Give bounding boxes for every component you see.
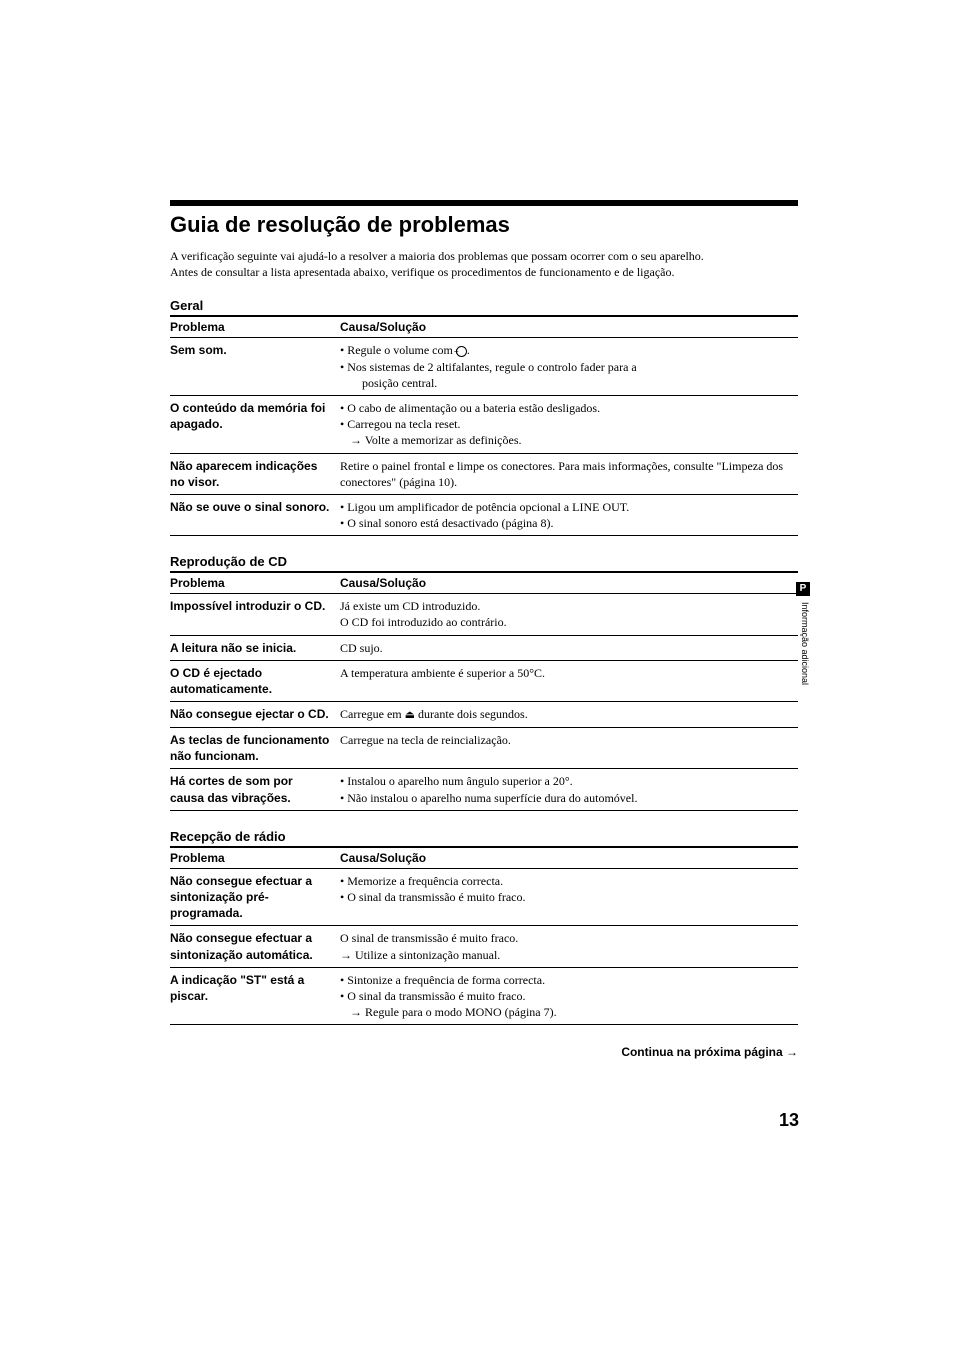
- solution-cell: • Instalou o aparelho num ângulo superio…: [340, 769, 798, 810]
- problem-cell: A leitura não se inicia.: [170, 635, 340, 660]
- intro-line-2: Antes de consultar a lista apresentada a…: [170, 265, 674, 279]
- intro-text: A verificação seguinte vai ajudá-lo a re…: [170, 248, 798, 280]
- intro-line-1: A verificação seguinte vai ajudá-lo a re…: [170, 249, 704, 263]
- problem-cell: Sem som.: [170, 338, 340, 396]
- solution-cell: Carregue em ⏏ durante dois segundos.: [340, 702, 798, 728]
- continue-text: Continua na próxima página →: [170, 1045, 798, 1059]
- table-header-row: Problema Causa/Solução: [170, 847, 798, 869]
- solution-line: • O cabo de alimentação ou a bateria est…: [340, 400, 798, 416]
- solution-cell: CD sujo.: [340, 635, 798, 660]
- table-row: O conteúdo da memória foi apagado. • O c…: [170, 395, 798, 453]
- solution-cell: Carregue na tecla de reincialização.: [340, 728, 798, 769]
- section-side-label: Informação adicional: [796, 602, 810, 685]
- solution-line: • O sinal da transmissão é muito fraco.: [340, 889, 798, 905]
- problem-cell: Não consegue ejectar o CD.: [170, 702, 340, 728]
- solution-line: • Regule o volume com +.: [340, 342, 798, 358]
- section-radio-label: Recepção de rádio: [170, 829, 798, 844]
- solution-line: • Instalou o aparelho num ângulo superio…: [340, 773, 798, 789]
- eject-icon: ⏏: [405, 708, 415, 723]
- solution-post: durante dois segundos.: [415, 707, 528, 721]
- col-cause: Causa/Solução: [340, 316, 798, 338]
- solution-arrow-line: → Volte a memorizar as definições.: [340, 432, 798, 448]
- table-radio: Problema Causa/Solução Não consegue efec…: [170, 846, 798, 1026]
- solution-cell: • Sintonize a frequência de forma correc…: [340, 967, 798, 1025]
- solution-cell: A temperatura ambiente é superior a 50°C…: [340, 660, 798, 701]
- solution-arrow-line: → Utilize a sintonização manual.: [340, 948, 500, 962]
- table-row: Não consegue efectuar a sintonização pré…: [170, 868, 798, 926]
- table-row: Há cortes de som por causa das vibrações…: [170, 769, 798, 810]
- solution-cell: Já existe um CD introduzido. O CD foi in…: [340, 594, 798, 635]
- col-problem: Problema: [170, 316, 340, 338]
- table-row: Sem som. • Regule o volume com +. • Nos …: [170, 338, 798, 396]
- solution-arrow-line: → Regule para o modo MONO (página 7).: [340, 1004, 798, 1020]
- table-row: A indicação "ST" está a piscar. • Sinton…: [170, 967, 798, 1025]
- col-problem: Problema: [170, 572, 340, 594]
- solution-line: • Ligou um amplificador de potência opci…: [340, 499, 798, 515]
- solution-cell: O sinal de transmissão é muito fraco. → …: [340, 926, 798, 967]
- solution-cell: • Ligou um amplificador de potência opci…: [340, 494, 798, 535]
- problem-cell: O CD é ejectado automaticamente.: [170, 660, 340, 701]
- col-cause: Causa/Solução: [340, 847, 798, 869]
- table-row: As teclas de funcionamento não funcionam…: [170, 728, 798, 769]
- title-rule: [170, 200, 798, 206]
- table-row: Não aparecem indicações no visor. Retire…: [170, 453, 798, 494]
- page-content: Guia de resolução de problemas A verific…: [170, 200, 798, 1059]
- solution-cell: • Memorize a frequência correcta. • O si…: [340, 868, 798, 926]
- col-problem: Problema: [170, 847, 340, 869]
- section-geral-label: Geral: [170, 298, 798, 313]
- problem-cell: Há cortes de som por causa das vibrações…: [170, 769, 340, 810]
- table-row: Não consegue efectuar a sintonização aut…: [170, 926, 798, 967]
- problem-cell: As teclas de funcionamento não funcionam…: [170, 728, 340, 769]
- table-row: Impossível introduzir o CD. Já existe um…: [170, 594, 798, 635]
- problem-cell: Não aparecem indicações no visor.: [170, 453, 340, 494]
- problem-cell: A indicação "ST" está a piscar.: [170, 967, 340, 1025]
- col-cause: Causa/Solução: [340, 572, 798, 594]
- section-cd-label: Reprodução de CD: [170, 554, 798, 569]
- table-cd: Problema Causa/Solução Impossível introd…: [170, 571, 798, 811]
- solution-line: • O sinal da transmissão é muito fraco.: [340, 988, 798, 1004]
- solution-line: Já existe um CD introduzido.: [340, 599, 480, 613]
- solution-pre: Carregue em: [340, 707, 405, 721]
- page-title: Guia de resolução de problemas: [170, 212, 798, 238]
- solution-line: O CD foi introduzido ao contrário.: [340, 615, 507, 629]
- language-tab: P: [796, 582, 810, 596]
- solution-cell: • O cabo de alimentação ou a bateria est…: [340, 395, 798, 453]
- problem-cell: O conteúdo da memória foi apagado.: [170, 395, 340, 453]
- table-header-row: Problema Causa/Solução: [170, 316, 798, 338]
- solution-line: • Sintonize a frequência de forma correc…: [340, 972, 798, 988]
- table-header-row: Problema Causa/Solução: [170, 572, 798, 594]
- table-row: O CD é ejectado automaticamente. A tempe…: [170, 660, 798, 701]
- solution-line: • O sinal sonoro está desactivado (págin…: [340, 515, 798, 531]
- problem-cell: Não se ouve o sinal sonoro.: [170, 494, 340, 535]
- problem-cell: Não consegue efectuar a sintonização aut…: [170, 926, 340, 967]
- solution-cell: • Regule o volume com +. • Nos sistemas …: [340, 338, 798, 396]
- solution-line: • Não instalou o aparelho numa superfíci…: [340, 790, 798, 806]
- table-row: Não se ouve o sinal sonoro. • Ligou um a…: [170, 494, 798, 535]
- table-row: A leitura não se inicia. CD sujo.: [170, 635, 798, 660]
- solution-cell: Retire o painel frontal e limpe os conec…: [340, 453, 798, 494]
- problem-cell: Não consegue efectuar a sintonização pré…: [170, 868, 340, 926]
- table-geral: Problema Causa/Solução Sem som. • Regule…: [170, 315, 798, 536]
- solution-line: O sinal de transmissão é muito fraco.: [340, 931, 518, 945]
- table-row: Não consegue ejectar o CD. Carregue em ⏏…: [170, 702, 798, 728]
- page-number: 13: [779, 1110, 799, 1131]
- solution-line: • Memorize a frequência correcta.: [340, 873, 798, 889]
- solution-subline: posição central.: [340, 375, 798, 391]
- problem-cell: Impossível introduzir o CD.: [170, 594, 340, 635]
- solution-line: • Nos sistemas de 2 altifalantes, regule…: [340, 359, 798, 375]
- volume-plus-icon: +: [456, 346, 467, 357]
- solution-line: • Carregou na tecla reset.: [340, 416, 798, 432]
